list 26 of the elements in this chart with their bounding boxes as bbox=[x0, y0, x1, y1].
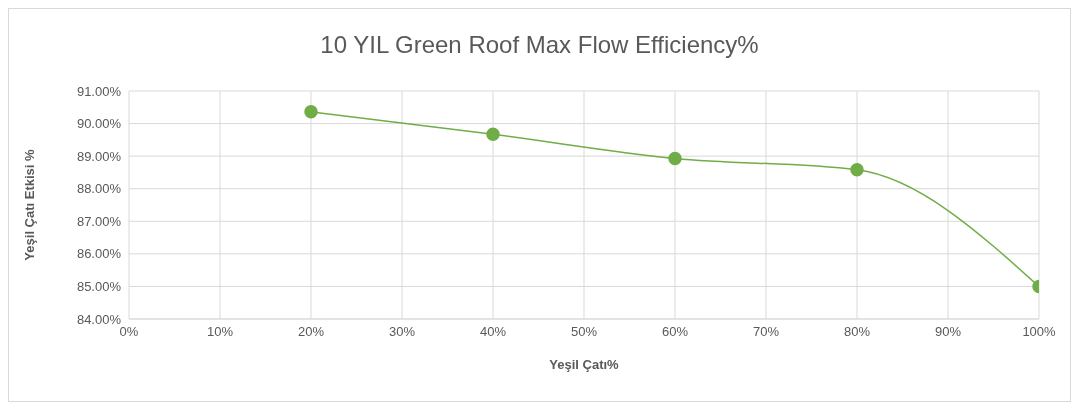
x-tick-label: 20% bbox=[297, 324, 325, 340]
x-tick-label: 80% bbox=[843, 324, 871, 340]
y-tick-label: 85.00% bbox=[76, 279, 122, 295]
point bbox=[486, 127, 500, 142]
y-tick-label: 90.00% bbox=[76, 116, 122, 132]
x-tick-label: 60% bbox=[661, 324, 689, 340]
y-tick-label: 87.00% bbox=[76, 213, 122, 229]
y-tick-label: 89.00% bbox=[76, 148, 122, 164]
x-tick-label: 10% bbox=[206, 324, 234, 340]
point bbox=[850, 163, 864, 177]
y-tick-label: 91.00% bbox=[76, 83, 122, 99]
y-tick-label: 86.00% bbox=[76, 246, 122, 262]
x-tick-label: 100% bbox=[1022, 324, 1057, 340]
x-tick-label: 70% bbox=[752, 324, 780, 340]
point bbox=[304, 105, 318, 119]
x-tick-label: 30% bbox=[388, 324, 416, 340]
x-tick-label: 90% bbox=[934, 324, 962, 340]
chart-title: 10 YIL Green Roof Max Flow Efficiency% bbox=[319, 31, 760, 59]
y-axis-title: Yeşil Çatı Etkisi % bbox=[21, 148, 37, 261]
x-tick-label: 40% bbox=[479, 324, 507, 340]
x-tick-label: 50% bbox=[570, 324, 598, 340]
x-tick-label: 0% bbox=[119, 324, 139, 340]
y-tick-label: 88.00% bbox=[76, 181, 122, 197]
point bbox=[668, 151, 682, 166]
x-axis-title: Yeşil Çatı% bbox=[549, 357, 620, 372]
y-tick-label: 84.00% bbox=[76, 311, 122, 327]
